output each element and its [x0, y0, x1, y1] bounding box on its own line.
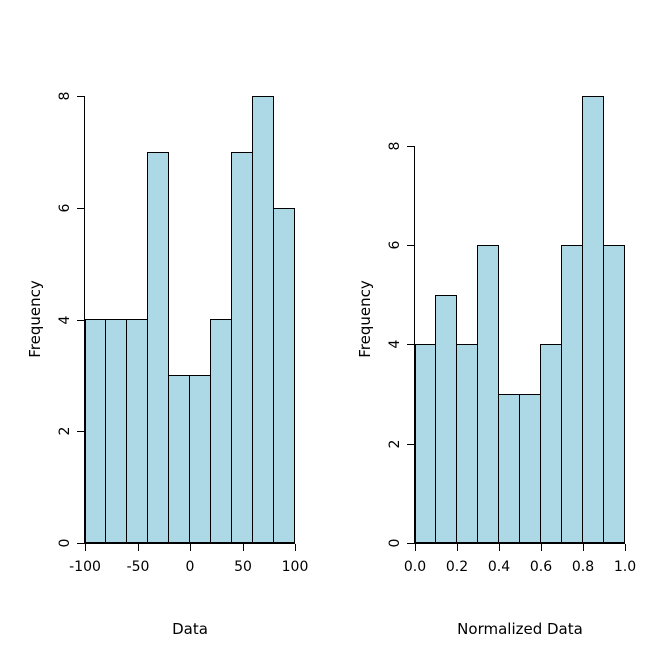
x-tick-label: 100 — [281, 559, 309, 575]
y-axis-line — [84, 96, 85, 543]
y-tick-mark — [407, 444, 414, 445]
histogram-bar — [540, 344, 562, 543]
histogram-bar — [252, 96, 274, 543]
x-tick-mark — [190, 544, 191, 551]
plot-area-left — [85, 96, 295, 543]
y-tick-mark — [77, 208, 84, 209]
x-tick-mark — [583, 544, 584, 551]
x-axis-line — [414, 543, 625, 544]
y-tick-label: 8 — [57, 91, 73, 101]
histogram-bar — [477, 245, 499, 543]
y-tick-mark — [77, 96, 84, 97]
x-tick-label: 0.0 — [403, 559, 427, 575]
histogram-bar — [519, 394, 541, 543]
y-tick-mark — [407, 344, 414, 345]
histogram-bar — [561, 245, 583, 543]
x-tick-mark — [541, 544, 542, 551]
histogram-bar — [273, 208, 295, 543]
plot-area-right — [415, 96, 625, 543]
x-tick-label: 0.6 — [529, 559, 553, 575]
y-tick-label: 4 — [387, 339, 403, 349]
histogram-bar — [231, 152, 253, 543]
histogram-bar — [603, 245, 625, 543]
x-tick-label: 0.8 — [571, 559, 595, 575]
y-tick-label: 2 — [57, 426, 73, 436]
y-tick-mark — [407, 543, 414, 544]
y-tick-label: 4 — [57, 315, 73, 325]
y-axis-title: Frequency — [26, 280, 44, 358]
x-tick-mark — [138, 544, 139, 551]
y-tick-mark — [77, 320, 84, 321]
x-tick-mark — [243, 544, 244, 551]
y-tick-mark — [407, 245, 414, 246]
x-axis-title: Data — [172, 620, 208, 638]
x-tick-mark — [625, 544, 626, 551]
histogram-bar — [147, 152, 169, 543]
x-tick-label: 0.2 — [445, 559, 469, 575]
histogram-bar — [168, 375, 190, 543]
histogram-bar — [582, 96, 604, 543]
y-tick-mark — [77, 543, 84, 544]
y-tick-label: 0 — [57, 538, 73, 548]
y-tick-mark — [77, 431, 84, 432]
y-tick-label: 0 — [387, 538, 403, 548]
y-axis-line — [414, 145, 415, 543]
panel-0: Frequency Data 0 2 4 6 8 -100 -50 0 50 100 — [26, 91, 309, 638]
x-tick-mark — [85, 544, 86, 551]
x-tick-mark — [415, 544, 416, 551]
x-tick-label: 0 — [185, 559, 195, 575]
y-axis-title: Frequency — [356, 280, 374, 358]
y-tick-label: 2 — [387, 439, 403, 449]
panel-1: Frequency Normalized Data 0 2 4 6 8 0.0 0.2 0.4… — [330, 0, 660, 660]
x-tick-label: 0.4 — [487, 559, 511, 575]
x-axis-title: Normalized Data — [457, 620, 583, 638]
x-tick-label: -100 — [69, 559, 101, 575]
x-tick-label: -50 — [126, 559, 150, 575]
histogram-bar — [435, 295, 457, 543]
y-tick-label: 8 — [387, 141, 403, 151]
histogram-bar — [189, 375, 211, 543]
x-tick-label: 1.0 — [613, 559, 637, 575]
x-axis-line — [84, 543, 295, 544]
histogram-bar — [85, 319, 106, 543]
histogram-bar — [126, 319, 148, 543]
x-tick-label: 50 — [234, 559, 252, 575]
y-tick-label: 6 — [387, 240, 403, 250]
x-tick-mark — [295, 544, 296, 551]
histogram-bar — [210, 319, 232, 543]
y-tick-mark — [407, 146, 414, 147]
histogram-bar — [105, 319, 127, 543]
histogram-bar — [415, 344, 436, 543]
x-tick-mark — [499, 544, 500, 551]
y-tick-label: 6 — [57, 203, 73, 213]
histogram-bar — [498, 394, 520, 543]
histogram-bar — [456, 344, 478, 543]
x-tick-mark — [457, 544, 458, 551]
